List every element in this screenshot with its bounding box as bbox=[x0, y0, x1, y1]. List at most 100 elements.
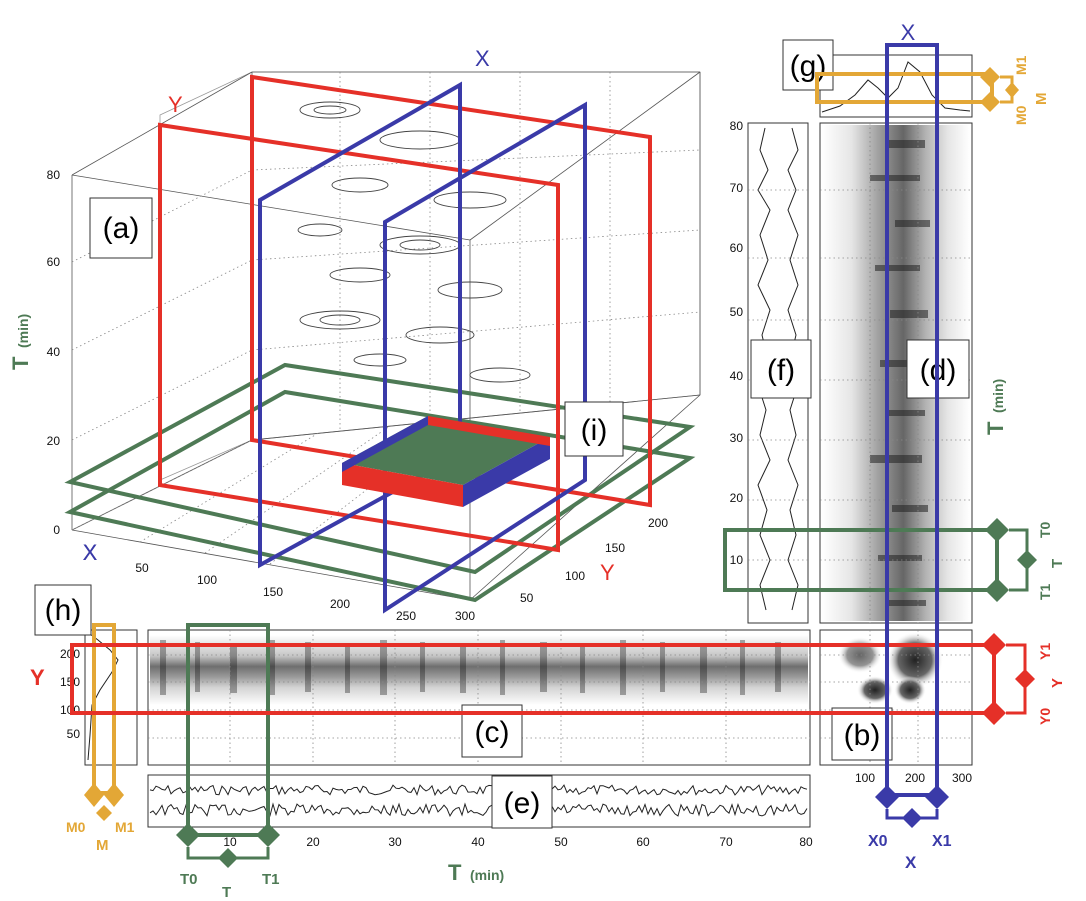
panel-f: 10 20 30 40 50 60 70 80 (f) bbox=[730, 119, 812, 624]
panel-label-c: (c) bbox=[475, 716, 510, 749]
cube-t-label: T bbox=[8, 356, 33, 370]
panel-label-e: (e) bbox=[504, 787, 541, 820]
panel-b: 100 200 300 (b) bbox=[819, 629, 973, 785]
x0-label: X0 bbox=[868, 833, 888, 850]
m-marker-h bbox=[96, 805, 112, 821]
x-marker bbox=[902, 808, 922, 828]
t-marker-right bbox=[1017, 550, 1037, 570]
cube-t-tick: 60 bbox=[47, 255, 61, 269]
t-range-bottom: T0 T T1 bbox=[176, 623, 280, 901]
t1-label-right: T1 bbox=[1037, 583, 1053, 600]
cube-x-tick: 150 bbox=[263, 585, 283, 599]
f-t-tick: 40 bbox=[730, 369, 744, 383]
panel-b-blob bbox=[857, 676, 893, 704]
h-y-label: Y bbox=[30, 665, 45, 690]
plane-x-label: X bbox=[475, 46, 490, 71]
panel-e-trace-top bbox=[149, 784, 808, 797]
x1-marker bbox=[925, 785, 949, 809]
t-range-box-right bbox=[723, 528, 999, 592]
e-t-tick: 80 bbox=[799, 835, 813, 849]
h-y-tick: 50 bbox=[67, 727, 81, 741]
t-label-right: T bbox=[1049, 559, 1066, 568]
f-t-tick: 30 bbox=[730, 431, 744, 445]
m1-marker-h bbox=[104, 783, 124, 807]
cube-3d: 0 20 40 60 80 T (min) 50 100 150 200 250… bbox=[8, 46, 701, 623]
cube-y-tick: 200 bbox=[648, 516, 668, 530]
y1-label: Y1 bbox=[1037, 643, 1053, 660]
m1-label-h: M1 bbox=[115, 819, 135, 835]
cube-x-tick: 200 bbox=[330, 597, 350, 611]
sub-volume bbox=[342, 416, 550, 507]
d-t-unit: (min) bbox=[990, 379, 1006, 413]
e-t-tick: 50 bbox=[554, 835, 568, 849]
sub-volume-front bbox=[342, 463, 463, 507]
sub-volume-left-wall bbox=[342, 416, 428, 472]
e-t-tick: 30 bbox=[388, 835, 402, 849]
panel-f-t-ticks: 10 20 30 40 50 60 70 80 bbox=[730, 119, 744, 567]
cube-y-tick: 100 bbox=[565, 569, 585, 583]
e-t-tick: 20 bbox=[306, 835, 320, 849]
cube-x-ticks: 50 100 150 200 250 300 bbox=[135, 561, 475, 623]
e-t-label: T bbox=[448, 860, 462, 885]
cube-x-axis-label: X bbox=[83, 540, 98, 565]
panel-label-i: (i) bbox=[581, 414, 608, 447]
t1-label-bottom: T1 bbox=[262, 871, 280, 888]
cube-y-tick: 50 bbox=[520, 591, 534, 605]
panel-e: 10 20 30 40 50 60 70 80 (e) T (min) bbox=[147, 774, 813, 885]
e-t-unit: (min) bbox=[470, 867, 504, 883]
m0-marker-h bbox=[84, 783, 104, 807]
m1-label-g: M1 bbox=[1013, 55, 1029, 75]
panel-label-a: (a) bbox=[103, 212, 140, 245]
f-t-tick: 70 bbox=[730, 181, 744, 195]
m1-marker-g bbox=[980, 67, 1000, 87]
panel-h: 50 100 150 200 Y (h) M0 M1 M bbox=[30, 584, 138, 854]
y-range-box bbox=[70, 643, 996, 715]
panel-label-g: (g) bbox=[790, 50, 827, 83]
cube-t-tick: 40 bbox=[47, 345, 61, 359]
f-t-tick: 20 bbox=[730, 491, 744, 505]
cube-y-ticks: 50 100 150 200 bbox=[520, 516, 668, 605]
m-label-h: M bbox=[96, 837, 109, 854]
cube-x-tick: 50 bbox=[135, 561, 149, 575]
f-t-tick: 60 bbox=[730, 241, 744, 255]
t-label-bottom: T bbox=[222, 884, 231, 901]
m-marker-g bbox=[1005, 82, 1019, 98]
panel-c: (c) bbox=[147, 629, 811, 766]
b-x-tick: 300 bbox=[952, 771, 972, 785]
panel-g: (g) M1 M M0 bbox=[782, 39, 1050, 125]
e-t-tick: 40 bbox=[471, 835, 485, 849]
cube-t-ticks: 0 20 40 60 80 bbox=[47, 168, 61, 537]
panel-h-x-axis-label: X bbox=[83, 540, 98, 565]
m0-label-g: M0 bbox=[1013, 105, 1029, 125]
x0-marker bbox=[875, 785, 899, 809]
t0-marker-right bbox=[985, 518, 1009, 542]
f-t-tick: 50 bbox=[730, 305, 744, 319]
t1-marker-bottom bbox=[256, 823, 280, 847]
m0-label-h: M0 bbox=[66, 819, 86, 835]
panel-c-streaks bbox=[160, 640, 781, 695]
panel-g-profile bbox=[821, 61, 971, 113]
y-marker bbox=[1015, 669, 1035, 689]
panel-label-f: (f) bbox=[767, 354, 795, 387]
y1-plane bbox=[250, 74, 652, 508]
panel-d: (d) T (min) X bbox=[819, 20, 1008, 624]
y0-plane bbox=[158, 122, 560, 553]
sub-volume-right bbox=[463, 437, 550, 507]
panel-label-a-box: (a) bbox=[89, 197, 153, 259]
y1-marker bbox=[982, 633, 1006, 657]
panel-b-blob bbox=[894, 676, 926, 704]
m0-marker-g bbox=[980, 92, 1000, 112]
panel-d-t-axis-label: T (min) bbox=[983, 379, 1008, 435]
cube-x-tick: 300 bbox=[455, 609, 475, 623]
f-t-tick: 80 bbox=[730, 119, 744, 133]
cube-t-axis-label: T (min) bbox=[8, 314, 33, 370]
d-t-label: T bbox=[983, 421, 1008, 435]
cube-t-tick: 20 bbox=[47, 434, 61, 448]
y0-marker bbox=[982, 701, 1006, 725]
y-label: Y bbox=[1049, 678, 1066, 688]
x-range-box bbox=[885, 43, 939, 797]
m-range-box-h bbox=[92, 623, 116, 795]
panel-label-h: (h) bbox=[45, 594, 82, 627]
cube-t-tick: 80 bbox=[47, 168, 61, 182]
